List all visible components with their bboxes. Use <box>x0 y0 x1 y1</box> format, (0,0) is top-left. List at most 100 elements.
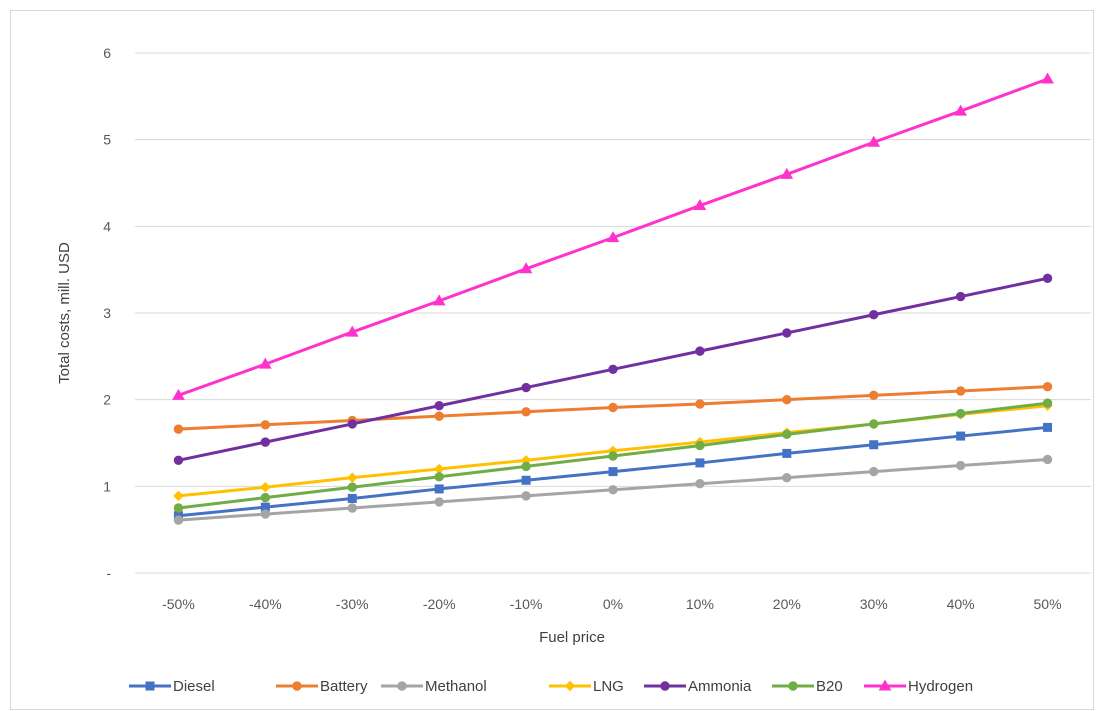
chart-frame: - 1 2 3 4 5 6 -50% -40% -30% -20% -10% 0% 10% 20% 30% 4… <box>10 10 1094 710</box>
legend-marker <box>788 681 798 691</box>
x-tick-label: -10% <box>510 596 543 612</box>
diesel-point <box>608 467 618 477</box>
legend-label: LNG <box>593 678 624 695</box>
battery-point <box>608 402 618 413</box>
methanol-point <box>173 515 184 525</box>
x-tick-labels: -50% -40% -30% -20% -10% 0% 10% 20% 30% 40% 50% <box>162 596 1061 612</box>
legend-item-methanol: Methanol <box>381 678 487 695</box>
b20-point <box>695 440 705 451</box>
y-tick-label: 5 <box>103 132 111 148</box>
diesel-point <box>869 440 879 450</box>
legend-item-battery: Battery <box>276 678 368 695</box>
x-axis-title: Fuel price <box>539 629 605 646</box>
battery-point <box>173 424 184 434</box>
legend-item-lng: LNG <box>549 678 624 695</box>
line-chart: - 1 2 3 4 5 6 -50% -40% -30% -20% -10% 0% 10% 20% 30% 4… <box>56 45 1091 695</box>
b20-point <box>347 482 357 492</box>
x-tick-label: -20% <box>423 596 456 612</box>
battery-point <box>434 411 444 421</box>
x-tick-label: -50% <box>162 596 195 612</box>
methanol-point <box>608 485 618 495</box>
hydrogen-point <box>780 167 794 179</box>
ammonia-point <box>608 364 618 375</box>
lng-point <box>173 490 184 502</box>
legend-label: Battery <box>320 678 368 695</box>
b20-point <box>521 461 531 472</box>
legend-marker <box>397 681 407 691</box>
lng-point <box>347 472 358 483</box>
legend: Diesel Battery Methanol LNG Ammonia B20 Hydrog… <box>129 678 973 695</box>
legend-label: Diesel <box>173 678 215 695</box>
hydrogen-point <box>954 104 968 116</box>
y-tick-label: 6 <box>103 45 111 61</box>
series-ammonia <box>173 273 1053 466</box>
legend-marker <box>660 681 670 691</box>
b20-point <box>955 408 966 419</box>
battery-point <box>260 420 271 430</box>
diesel-point <box>347 493 357 503</box>
legend-marker <box>878 679 892 691</box>
series-hydrogen <box>172 72 1054 400</box>
legend-item-ammonia: Ammonia <box>644 678 752 695</box>
hydrogen-point <box>693 199 707 211</box>
b20-point <box>434 472 444 482</box>
methanol-point <box>695 479 705 489</box>
y-axis-title: Total costs, mill. USD <box>56 242 73 384</box>
methanol-point <box>869 466 879 477</box>
hydrogen-point <box>345 325 359 337</box>
legend-marker <box>145 681 155 691</box>
battery-point <box>521 407 531 417</box>
legend-label: Ammonia <box>688 678 752 695</box>
x-tick-label: 40% <box>947 596 975 612</box>
ammonia-point <box>955 291 966 302</box>
ammonia-point <box>695 346 705 356</box>
hydrogen-point <box>258 357 272 369</box>
methanol-point <box>347 503 357 513</box>
b20-point <box>869 419 879 429</box>
methanol-point <box>782 472 792 483</box>
hydrogen-point <box>172 388 185 400</box>
x-tick-label: 30% <box>860 596 888 612</box>
b20-point <box>608 451 618 461</box>
battery-point <box>869 390 879 401</box>
diesel-point <box>434 484 444 494</box>
ammonia-point <box>173 455 184 466</box>
x-tick-label: -40% <box>249 596 282 612</box>
diesel-point <box>695 458 705 468</box>
y-tick-label: 2 <box>103 392 111 408</box>
b20-point <box>782 429 792 440</box>
legend-label: Methanol <box>425 678 487 695</box>
diesel-point <box>956 431 966 441</box>
legend-marker <box>564 680 576 692</box>
y-tick-labels: - 1 2 3 4 5 6 <box>103 45 111 581</box>
legend-item-b20: B20 <box>772 678 843 695</box>
hydrogen-point <box>519 262 533 274</box>
ammonia-point <box>260 437 271 447</box>
b20-point <box>1042 398 1053 408</box>
ammonia-point <box>347 419 357 429</box>
y-tick-label: - <box>106 565 111 581</box>
battery-point <box>782 394 792 405</box>
diesel-point <box>521 475 531 485</box>
x-tick-label: -30% <box>336 596 369 612</box>
battery-point <box>1042 381 1053 392</box>
series-b20 <box>173 398 1053 513</box>
b20-point <box>173 503 184 513</box>
legend-marker <box>292 681 302 691</box>
gridlines <box>135 52 1091 574</box>
ammonia-point <box>521 382 531 393</box>
battery-point <box>695 399 705 409</box>
series-battery <box>173 381 1053 434</box>
x-tick-label: 10% <box>686 596 714 612</box>
y-tick-label: 3 <box>103 305 111 321</box>
series-methanol <box>173 454 1053 525</box>
legend-label: Hydrogen <box>908 678 973 695</box>
hydrogen-point <box>432 294 446 306</box>
series-diesel <box>173 422 1053 521</box>
methanol-point <box>1042 454 1053 465</box>
y-tick-label: 4 <box>103 218 111 234</box>
ammonia-point <box>434 401 444 411</box>
methanol-point <box>521 491 531 501</box>
x-tick-label: 0% <box>603 596 623 612</box>
battery-point <box>955 386 966 396</box>
